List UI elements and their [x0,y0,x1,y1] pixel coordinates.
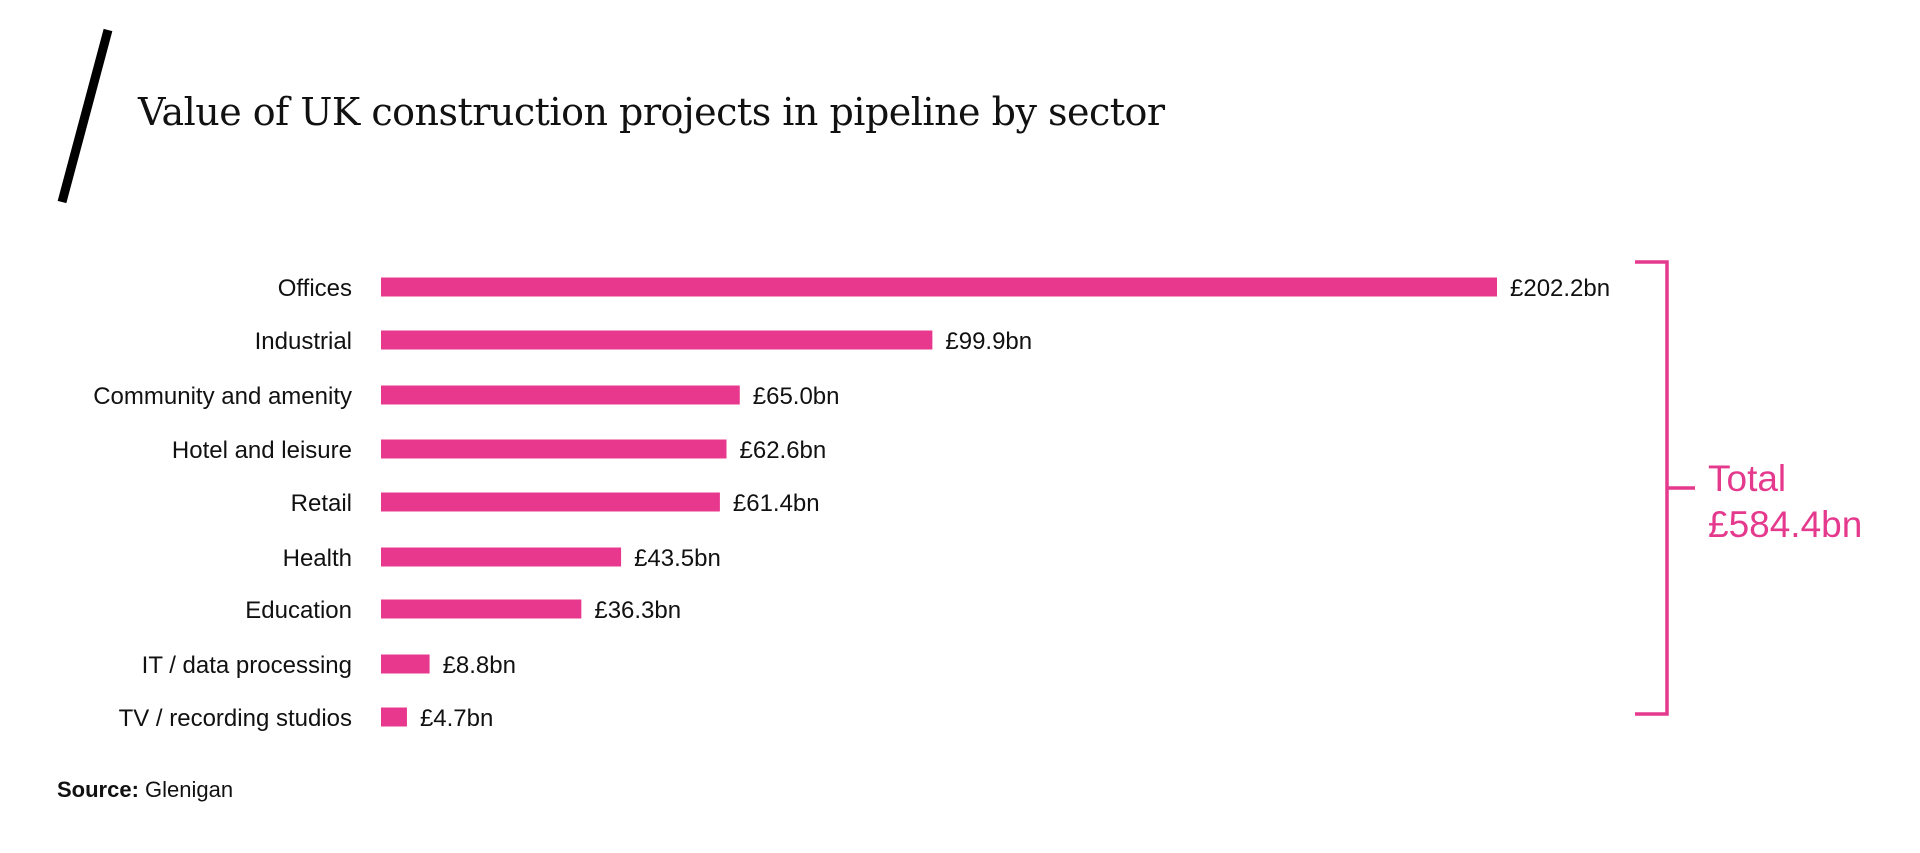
bar [381,654,430,674]
value-label: £202.2bn [1510,275,1610,302]
category-label: Health [283,545,352,572]
category-label: TV / recording studios [119,705,352,732]
value-labels: £202.2bn £99.9bn £65.0bn £62.6bn £61.4bn £43.… [420,275,1610,732]
bar [381,547,622,567]
value-label: £43.5bn [634,545,721,572]
source-label: Source: [57,777,139,802]
total-label: Total [1708,458,1787,499]
category-label: Retail [291,490,352,517]
category-label: Community and amenity [93,383,352,410]
value-label: £99.9bn [945,328,1032,355]
value-label: £4.7bn [420,705,493,732]
category-label: Education [245,597,352,624]
bar [381,439,727,459]
total-bracket [1635,260,1695,716]
bar [381,385,740,405]
bar [381,277,1497,297]
total-annotation: Total £584.4bn [1708,456,1862,548]
category-label: IT / data processing [142,652,352,679]
value-label: £8.8bn [443,652,516,679]
decorative-slash [57,28,113,204]
total-value: £584.4bn [1708,504,1863,545]
category-label: Offices [278,275,352,302]
value-label: £61.4bn [733,490,820,517]
bar [381,330,933,350]
category-labels: Offices Industrial Community and amenity Ho… [93,275,352,732]
bar [381,707,407,727]
category-label: Industrial [255,328,352,355]
chart-title: Value of UK construction projects in pip… [138,90,1165,134]
source-text: Glenigan [145,777,234,802]
bars [381,277,1497,727]
bar [381,492,720,512]
category-label: Hotel and leisure [172,437,352,464]
source-note: Source: Glenigan [57,777,233,803]
value-label: £62.6bn [740,437,827,464]
value-label: £65.0bn [753,383,840,410]
value-label: £36.3bn [594,597,681,624]
bar [381,599,582,619]
